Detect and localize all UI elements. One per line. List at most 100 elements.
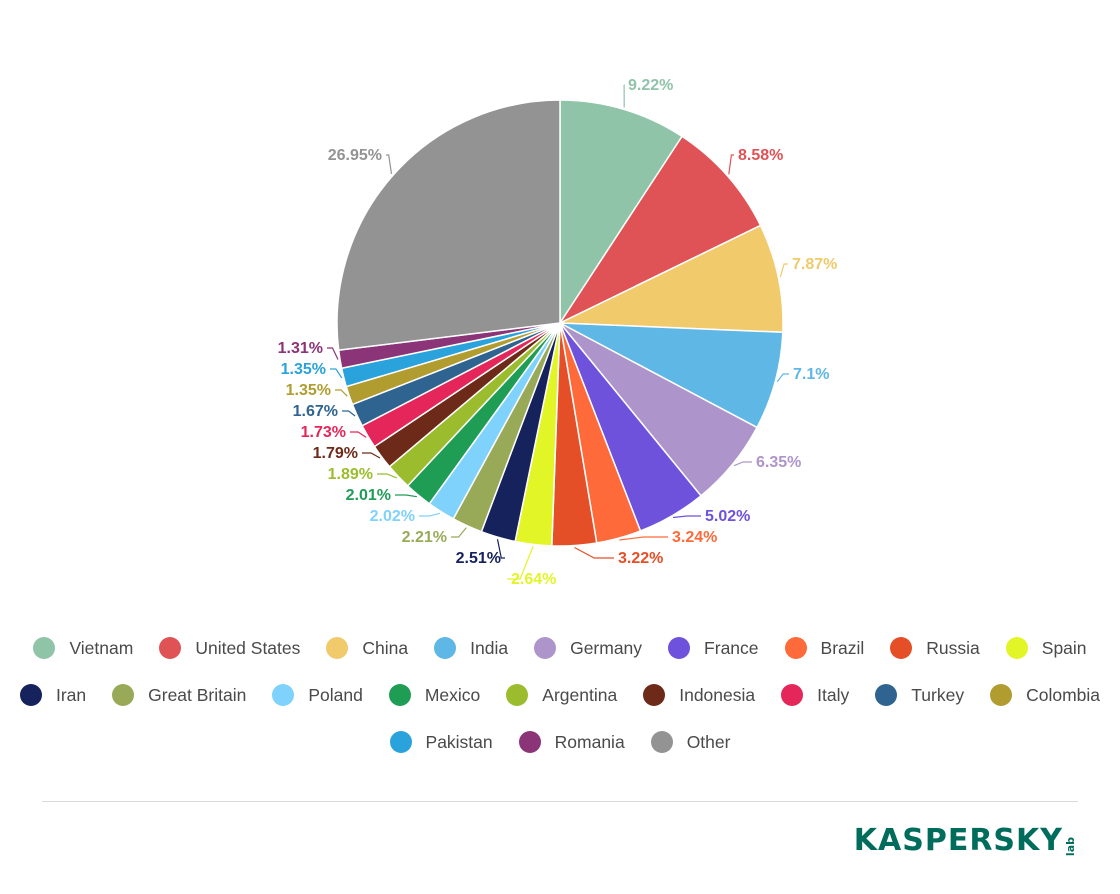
slice-label-india: 7.1% <box>793 366 829 383</box>
legend-swatch <box>875 684 898 706</box>
legend-swatch <box>668 637 691 659</box>
legend-swatch <box>1005 637 1028 659</box>
leader-line-india <box>776 373 789 383</box>
slice-label-turkey: 1.67% <box>293 403 338 420</box>
legend-item-iran: Iran <box>19 684 87 706</box>
legend-label: Indonesia <box>679 684 756 705</box>
legend-label: Poland <box>308 684 363 705</box>
legend-label: Russia <box>926 637 980 658</box>
slice-label-italy: 1.73% <box>301 424 346 441</box>
pie-slice-united-states <box>557 135 762 325</box>
legend-swatch <box>159 637 182 659</box>
legend-label: Romania <box>554 731 625 752</box>
legend-swatch <box>781 684 804 706</box>
slice-label-china: 7.87% <box>792 256 837 273</box>
legend-swatch <box>643 684 666 706</box>
legend-label: Vietnam <box>69 637 134 658</box>
slice-label-other: 26.95% <box>328 147 382 164</box>
leader-line-iran <box>496 539 505 559</box>
slice-label-france: 5.02% <box>705 508 750 525</box>
legend-item-great-britain: Great Britain <box>112 684 246 706</box>
legend-item-germany: Germany <box>534 637 642 659</box>
legend-swatch <box>534 637 557 659</box>
legend-item-china: China <box>326 637 408 659</box>
legend-label: Turkey <box>911 684 965 705</box>
legend-item-france: France <box>668 637 759 659</box>
slice-label-vietnam: 9.22% <box>628 77 673 94</box>
legend-label: Iran <box>55 684 87 705</box>
leader-line-china <box>779 263 788 278</box>
leader-line-poland <box>419 512 441 517</box>
slice-label-iran: 2.51% <box>456 550 501 567</box>
pie-slice-china <box>559 224 784 334</box>
legend-label: Other <box>686 731 731 752</box>
slice-label-russia: 3.22% <box>618 550 663 567</box>
leader-line-indonesia <box>362 452 381 459</box>
legend-swatch <box>272 684 295 706</box>
leader-line-colombia <box>335 389 348 397</box>
legend-label: France <box>704 637 759 658</box>
legend-swatch <box>389 731 412 753</box>
legend-row: Vietnam United States China India Germany Fra… <box>0 637 1120 659</box>
legend-item-italy: Italy <box>781 684 849 706</box>
legend-item-turkey: Turkey <box>875 684 964 706</box>
slice-label-colombia: 1.35% <box>286 382 331 399</box>
legend-label: Italy <box>817 684 850 705</box>
slice-label-pakistan: 1.35% <box>281 361 326 378</box>
slice-label-romania: 1.31% <box>278 340 323 357</box>
legend-swatch <box>506 684 529 706</box>
leader-line-spain <box>507 546 534 580</box>
brand-name: KASPERSKY <box>853 823 1063 858</box>
legend-swatch <box>326 637 349 659</box>
legend-swatch <box>890 637 913 659</box>
legend-row: Pakistan Romania Other <box>0 731 1120 753</box>
slice-label-brazil: 3.24% <box>672 529 717 546</box>
leader-line-mexico <box>395 494 417 498</box>
pie-chart: 9.22% 8.58% 7.87% 7.1% 6.35% 5.02% 3.24% 3.22% 2… <box>278 77 838 588</box>
leader-line-other <box>386 154 393 174</box>
legend-label: Germany <box>570 637 643 658</box>
legend-label: China <box>362 637 409 658</box>
legend-swatch <box>19 684 42 706</box>
legend-item-india: India <box>434 637 508 659</box>
legend-swatch <box>518 731 541 753</box>
leader-lines <box>327 84 789 580</box>
slice-label-great-britain: 2.21% <box>402 529 447 546</box>
pie-slice-vietnam <box>559 99 684 326</box>
legend-item-spain: Spain <box>1005 637 1087 659</box>
legend-swatch <box>388 684 411 706</box>
legend-item-brazil: Brazil <box>784 637 865 659</box>
pie-slices <box>336 99 784 547</box>
slice-label-germany: 6.35% <box>756 454 801 471</box>
pie-slice-other <box>336 99 561 351</box>
leader-line-russia <box>574 546 614 559</box>
legend-item-united-states: United States <box>159 637 300 659</box>
legend-item-colombia: Colombia <box>990 684 1100 706</box>
slice-label-indonesia: 1.79% <box>313 445 358 462</box>
legend-item-other: Other <box>650 731 731 753</box>
legend-swatch <box>33 637 56 659</box>
leader-line-united-states <box>728 154 734 175</box>
legend-item-romania: Romania <box>518 731 625 753</box>
legend-label: Pakistan <box>425 731 493 752</box>
legend-swatch <box>434 637 457 659</box>
kaspersky-logo: KASPERSKY lab <box>853 823 1077 858</box>
slice-label-poland: 2.02% <box>370 508 415 525</box>
legend-label: Spain <box>1041 637 1087 658</box>
slice-label-argentina: 1.89% <box>328 466 373 483</box>
legend-label: Colombia <box>1026 684 1101 705</box>
legend-swatch <box>784 637 807 659</box>
legend-label: Argentina <box>542 684 618 705</box>
legend-item-vietnam: Vietnam <box>33 637 133 659</box>
legend-label: Brazil <box>820 637 865 658</box>
leader-line-romania <box>327 347 339 360</box>
legend-item-mexico: Mexico <box>388 684 480 706</box>
slice-label-united-states: 8.58% <box>738 147 783 164</box>
slice-labels: 9.22% 8.58% 7.87% 7.1% 6.35% 5.02% 3.24% 3.22% 2… <box>278 77 838 588</box>
slice-label-mexico: 2.01% <box>346 487 391 504</box>
leader-line-germany <box>733 461 752 467</box>
leader-line-france <box>673 515 701 519</box>
legend-item-russia: Russia <box>890 637 980 659</box>
leader-line-pakistan <box>330 368 343 379</box>
leader-line-brazil <box>619 536 668 541</box>
